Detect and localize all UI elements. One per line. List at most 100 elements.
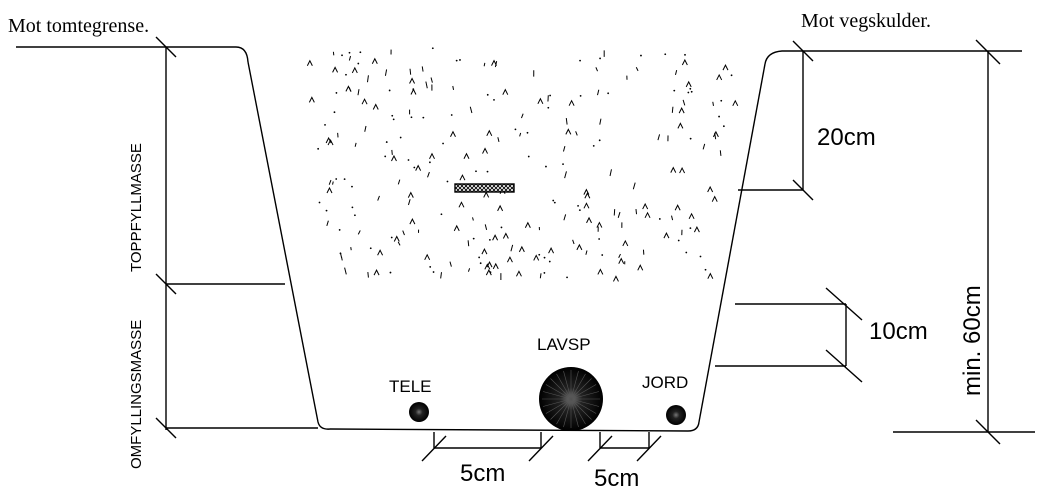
texture-mark bbox=[348, 87, 352, 92]
texture-mark bbox=[410, 88, 417, 95]
cable-ray bbox=[570, 370, 579, 400]
texture-mark bbox=[720, 99, 723, 102]
texture-mark bbox=[689, 87, 692, 90]
texture-mark bbox=[452, 85, 455, 90]
texture-mark bbox=[317, 147, 320, 150]
texture-mark bbox=[618, 257, 625, 264]
texture-mark bbox=[609, 169, 612, 177]
texture-mark bbox=[340, 256, 343, 261]
texture-mark bbox=[583, 188, 590, 195]
texture-mark bbox=[440, 213, 443, 216]
texture-mark bbox=[527, 155, 530, 158]
texture-mark bbox=[613, 275, 619, 282]
texture-mark bbox=[681, 58, 688, 66]
texture-mark bbox=[552, 199, 555, 202]
texture-mark bbox=[693, 225, 700, 233]
texture-mark bbox=[491, 59, 497, 66]
texture-mark bbox=[409, 218, 416, 225]
texture-mark bbox=[412, 88, 415, 91]
right-direction-label: Mot vegskulder. bbox=[801, 10, 931, 32]
texture-mark bbox=[326, 220, 329, 227]
texture-mark bbox=[325, 136, 332, 144]
texture-mark bbox=[519, 132, 522, 137]
texture-mark bbox=[459, 174, 466, 181]
texture-mark bbox=[369, 247, 372, 250]
dim5-right-tick-a bbox=[587, 435, 613, 462]
texture-mark bbox=[537, 97, 544, 105]
dim60-tick-bottom bbox=[975, 419, 1001, 445]
texture-mark bbox=[583, 202, 590, 209]
texture-mark bbox=[622, 239, 629, 247]
cable-ray bbox=[570, 398, 600, 407]
texture-mark bbox=[479, 262, 482, 265]
texture-mark bbox=[484, 263, 491, 270]
texture-mark bbox=[670, 166, 677, 173]
cable-ray bbox=[570, 378, 592, 400]
texture-mark bbox=[351, 66, 358, 74]
top-fill-label: TOPPFYLLMASSE bbox=[128, 143, 145, 272]
texture-mark bbox=[579, 59, 581, 62]
texture-mark bbox=[722, 125, 725, 128]
cable-ray bbox=[545, 384, 572, 400]
texture-mark bbox=[730, 74, 733, 77]
cable-tele bbox=[409, 402, 429, 422]
texture-mark bbox=[664, 53, 667, 56]
texture-mark bbox=[345, 73, 347, 76]
texture-mark bbox=[515, 270, 522, 277]
texture-mark bbox=[450, 130, 456, 137]
texture-mark bbox=[364, 125, 367, 132]
texture-mark bbox=[407, 199, 411, 206]
texture-mark bbox=[440, 272, 442, 279]
texture-mark bbox=[391, 114, 394, 117]
texture-mark bbox=[598, 238, 601, 240]
texture-mark bbox=[578, 209, 581, 212]
cable-ray bbox=[570, 398, 597, 414]
texture-mark bbox=[565, 118, 568, 125]
texture-mark bbox=[526, 131, 529, 134]
texture-mark bbox=[351, 185, 353, 188]
texture-mark bbox=[518, 245, 525, 253]
texture-mark bbox=[486, 129, 493, 137]
texture-mark bbox=[469, 106, 473, 114]
cable-ray bbox=[545, 398, 572, 414]
texture-mark bbox=[688, 212, 695, 220]
texture-mark bbox=[472, 237, 475, 240]
texture-mark bbox=[484, 224, 488, 231]
texture-mark bbox=[596, 221, 603, 228]
texture-mark bbox=[407, 191, 414, 198]
texture-mark bbox=[689, 227, 692, 229]
texture-mark bbox=[687, 91, 690, 94]
texture-mark bbox=[579, 95, 582, 97]
texture-mark bbox=[520, 113, 524, 119]
texture-mark bbox=[392, 118, 395, 121]
texture-mark bbox=[595, 67, 599, 72]
texture-mark bbox=[575, 131, 578, 136]
texture-mark bbox=[327, 138, 334, 146]
texture-mark bbox=[373, 269, 380, 276]
texture-mark bbox=[467, 240, 470, 247]
texture-mark bbox=[584, 192, 591, 199]
texture-mark bbox=[712, 101, 714, 106]
texture-mark bbox=[632, 182, 636, 190]
cable-ray bbox=[542, 398, 572, 407]
texture-mark bbox=[673, 89, 676, 92]
texture-mark bbox=[354, 142, 357, 147]
texture-mark bbox=[446, 180, 449, 183]
texture-mark bbox=[442, 142, 444, 145]
left-dim-tick-top bbox=[155, 36, 177, 58]
texture-mark bbox=[547, 106, 550, 109]
texture-mark bbox=[674, 70, 678, 76]
texture-mark bbox=[678, 107, 685, 114]
texture-mark bbox=[712, 130, 719, 138]
texture-mark bbox=[421, 66, 424, 72]
texture-mark bbox=[325, 209, 328, 212]
texture-mark bbox=[427, 171, 430, 178]
texture-mark bbox=[366, 75, 369, 83]
texture-mark bbox=[424, 253, 431, 261]
texture-mark bbox=[514, 128, 517, 131]
texture-mark bbox=[592, 145, 595, 147]
texture-mark bbox=[357, 62, 360, 65]
texture-mark bbox=[716, 73, 723, 81]
texture-mark bbox=[707, 272, 714, 279]
